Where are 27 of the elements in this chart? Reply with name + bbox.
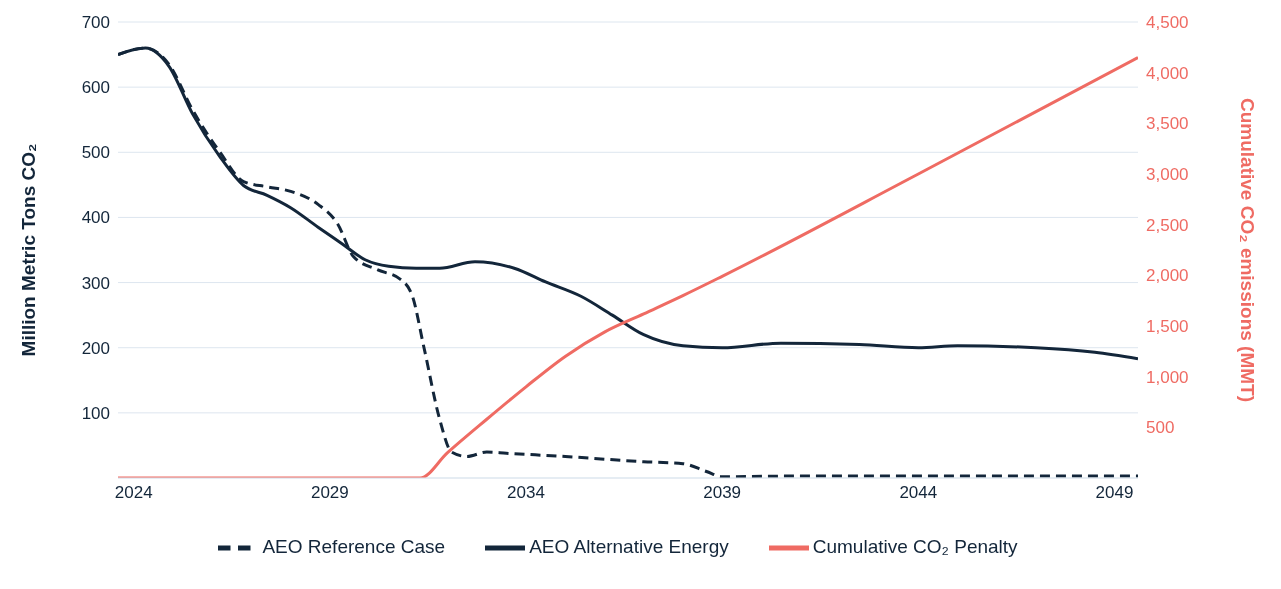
y2-tick-label: 2,000: [1146, 266, 1189, 286]
x-tick-label: 2024: [114, 483, 153, 503]
x-tick-label: 2029: [310, 483, 349, 503]
x-tick-label: 2034: [507, 483, 545, 503]
x-tick-label: 2039: [703, 483, 742, 503]
y-tick-label: 200: [81, 338, 110, 358]
x-tick-label: 2049: [1095, 483, 1134, 503]
y2-tick-label: 1,500: [1146, 317, 1189, 337]
y2-tick-label: 500: [1146, 418, 1175, 438]
y2-tick-label: 3,500: [1146, 114, 1189, 134]
y-tick-label: 700: [81, 13, 110, 33]
legend-label: AEO Alternative Energy: [529, 536, 729, 558]
y2-tick-label: 4,500: [1146, 13, 1189, 33]
y-tick-label: 600: [81, 78, 110, 98]
y2-axis-title: Cumulative CO₂ emissions (MMT): [1237, 97, 1259, 403]
y2-tick-label: 2,500: [1146, 215, 1189, 235]
legend-label: AEO Reference Case: [262, 536, 446, 558]
legend-label: Cumulative CO₂ Penalty: [812, 536, 1018, 558]
y-tick-label: 100: [81, 403, 110, 423]
y-tick-label: 400: [81, 208, 110, 228]
x-tick-label: 2044: [899, 483, 938, 503]
y-tick-label: 300: [81, 273, 110, 293]
y2-tick-label: 1,000: [1146, 367, 1189, 387]
y-tick-label: 500: [81, 143, 110, 163]
y-axis-title: Million Metric Tons CO₂: [17, 143, 39, 357]
y2-tick-label: 4,000: [1146, 63, 1189, 83]
y2-tick-label: 3,000: [1146, 165, 1189, 185]
